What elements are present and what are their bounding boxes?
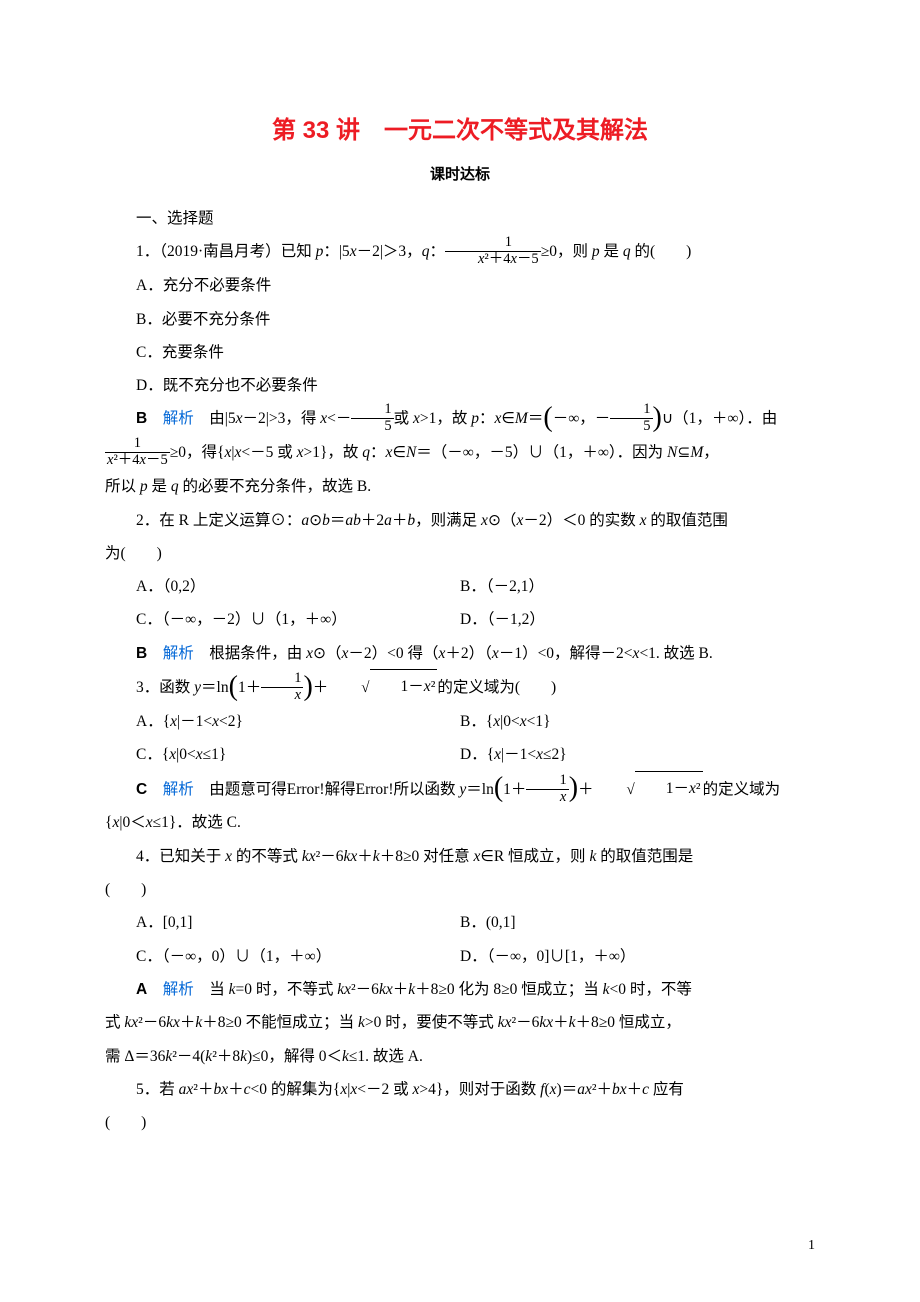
section-heading: 一、选择题	[105, 202, 815, 235]
q4-solution-2: 式 kx²－6kx＋k＋8≥0 不能恒成立；当 k>0 时，要使不等式 kx²－…	[105, 1006, 815, 1039]
q2-opts-row2: C．（－∞，－2）∪（1，＋∞）D．（－1,2）	[105, 603, 815, 636]
q4-stem-2: ( )	[105, 873, 815, 906]
q1-optD: D．既不充分也不必要条件	[105, 369, 815, 402]
q1-stem: 1．（2019·南昌月考）已知 p：|5x－2|＞3，q：1x²＋4x－5≥0，…	[105, 235, 815, 269]
q4-stem-1: 4．已知关于 x 的不等式 kx²－6kx＋k＋8≥0 对任意 x∈R 恒成立，…	[105, 840, 815, 873]
q3-solution-2: {x|0＜x≤1}．故选 C.	[105, 806, 815, 839]
q1-optA: A．充分不必要条件	[105, 269, 815, 302]
q1-solution-3: 所以 p 是 q 的必要不充分条件，故选 B.	[105, 470, 815, 503]
q3-stem: 3．函数 y＝ln(1＋1x)＋1－x²的定义域为( )	[105, 670, 815, 705]
q5-stem-2: ( )	[105, 1106, 815, 1139]
q3-opts-row2: C．{x|0<x≤1} D．{x|－1<x≤2}	[105, 738, 815, 771]
q4-solution-1: A 解析 当 k=0 时，不等式 kx²－6kx＋k＋8≥0 化为 8≥0 恒成…	[105, 973, 815, 1006]
q3-solution-1: C 解析 由题意可得Error!解得Error!所以函数 y＝ln(1＋1x)＋…	[105, 772, 815, 807]
subtitle: 课时达标	[105, 163, 815, 184]
q4-opts-row2: C．（－∞，0）∪（1，＋∞）D．（－∞，0]∪[1，＋∞）	[105, 940, 815, 973]
page-title: 第 33 讲 一元二次不等式及其解法	[105, 110, 815, 145]
q2-solution: B 解析 根据条件，由 x⊙（x－2）<0 得（x＋2）（x－1）<0，解得－2…	[105, 637, 815, 670]
q1-solution-2: 1x²＋4x－5≥0，得{x|x<－5 或 x>1}，故 q：x∈N＝（－∞，－…	[105, 436, 815, 470]
q1-solution-1: B 解析 由|5x－2|>3，得 x<－15或 x>1，故 p：x∈M＝(－∞，…	[105, 402, 815, 436]
q2-stem-2: 为( )	[105, 537, 815, 570]
q4-opts-row1: A．[0,1]B．(0,1]	[105, 906, 815, 939]
q2-stem-1: 2．在 R 上定义运算⊙：a⊙b＝ab＋2a＋b，则满足 x⊙（x－2）＜0 的…	[105, 504, 815, 537]
q2-opts-row1: A．（0,2）B．（－2,1）	[105, 570, 815, 603]
q1-optB: B．必要不充分条件	[105, 303, 815, 336]
q3-opts-row1: A．{x|－1<x<2} B．{x|0<x<1}	[105, 705, 815, 738]
page-number: 1	[808, 1238, 815, 1254]
q5-stem-1: 5．若 ax²＋bx＋c<0 的解集为{x|x<－2 或 x>4}，则对于函数 …	[105, 1073, 815, 1106]
q1-optC: C．充要条件	[105, 336, 815, 369]
q4-solution-3: 需 Δ＝36k²－4(k²＋8k)≤0，解得 0＜k≤1. 故选 A.	[105, 1040, 815, 1073]
